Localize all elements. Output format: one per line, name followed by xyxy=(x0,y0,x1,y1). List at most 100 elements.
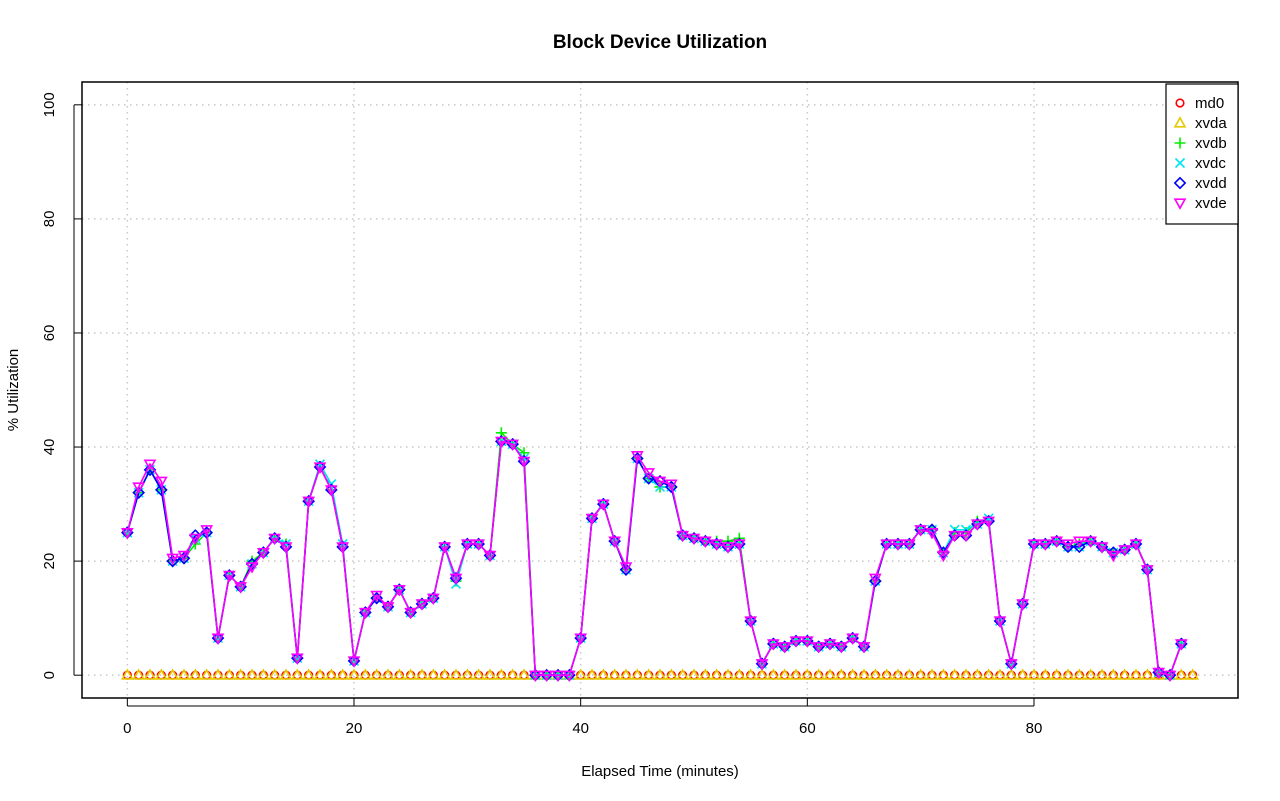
data-point-xvde xyxy=(834,642,848,654)
data-point-xvda xyxy=(642,668,656,680)
plot-frame xyxy=(81,81,1239,699)
data-point-xvde xyxy=(1095,542,1109,554)
data-point-xvde xyxy=(880,539,894,551)
data-point-xvda xyxy=(392,668,406,680)
legend-marker-xvda xyxy=(1173,116,1187,128)
data-point-xvda xyxy=(1061,668,1075,680)
data-point-xvda xyxy=(687,668,701,680)
data-point-xvda xyxy=(608,668,622,680)
data-point-xvde xyxy=(1106,550,1120,563)
data-point-xvda xyxy=(336,668,350,680)
data-point-xvda xyxy=(1050,668,1064,680)
data-point-xvda xyxy=(211,668,225,680)
data-point-xvda xyxy=(177,668,191,680)
data-point-xvda xyxy=(483,668,497,680)
data-point-xvda xyxy=(868,668,882,680)
legend-marker-xvde xyxy=(1173,198,1187,210)
data-point-xvda xyxy=(982,668,996,680)
data-point-xvda xyxy=(970,668,984,680)
data-point-xvda xyxy=(1084,668,1098,680)
data-point-xvda xyxy=(948,668,962,680)
data-point-xvda xyxy=(846,668,860,680)
data-point-xvde xyxy=(245,562,259,574)
data-point-xvde xyxy=(347,656,361,668)
data-point-xvde xyxy=(970,519,984,531)
y-axis-label: % Utilization xyxy=(5,349,22,432)
data-point-xvde xyxy=(528,670,542,683)
data-point-xvda xyxy=(438,668,452,680)
data-point-xvde xyxy=(755,659,769,671)
data-point-xvde xyxy=(1016,599,1030,611)
data-point-xvde xyxy=(358,607,372,620)
data-point-xvdd xyxy=(370,591,383,605)
data-point-xvde xyxy=(902,539,916,551)
data-point-xvda xyxy=(256,668,270,680)
data-point-xvda xyxy=(188,668,202,680)
legend-marker-md0 xyxy=(1175,98,1185,108)
data-point-xvda xyxy=(222,668,236,680)
series-xvdb xyxy=(121,427,1187,681)
data-point-xvda xyxy=(290,668,304,680)
data-point-xvde xyxy=(936,550,950,563)
legend-label-xvde: xvde xyxy=(1195,195,1227,212)
data-point-xvda xyxy=(200,668,214,680)
data-point-xvde xyxy=(1129,539,1143,551)
data-point-xvda xyxy=(154,668,168,680)
data-point-xvda xyxy=(959,668,973,680)
data-point-xvda xyxy=(449,668,463,680)
legend-box xyxy=(1165,83,1239,225)
data-point-xvda xyxy=(415,668,429,680)
series-line-xvde xyxy=(126,440,1183,677)
y-tick-label: 60 xyxy=(41,325,58,342)
data-point-xvda xyxy=(1027,668,1041,680)
data-point-xvde xyxy=(891,539,905,551)
data-point-xvda xyxy=(936,668,950,680)
data-point-xvda xyxy=(596,668,610,680)
data-point-xvde xyxy=(1174,639,1188,651)
data-point-xvda xyxy=(755,668,769,680)
data-point-xvde xyxy=(1140,565,1154,577)
data-point-xvde xyxy=(415,599,429,611)
data-point-xvde xyxy=(268,533,282,546)
data-point-xvde xyxy=(993,616,1007,628)
data-point-xvda xyxy=(619,668,633,680)
data-point-xvde xyxy=(222,570,236,583)
legend: md0 xvda xvdb xvdc xvdd xvde xyxy=(1165,83,1239,225)
legend-label-xvdd: xvdd xyxy=(1195,175,1227,192)
data-point-xvda xyxy=(834,668,848,680)
data-point-xvde xyxy=(823,639,837,651)
data-point-xvde xyxy=(302,496,316,509)
data-point-xvde xyxy=(744,616,758,628)
data-point-xvda xyxy=(664,668,678,680)
data-point-xvdd xyxy=(869,574,882,588)
data-point-xvde xyxy=(710,539,724,551)
data-point-xvda xyxy=(1004,668,1018,680)
data-point-xvda xyxy=(302,668,316,680)
data-point-xvde xyxy=(154,476,168,489)
data-point-xvda xyxy=(472,668,486,680)
data-point-xvde xyxy=(166,553,180,566)
data-point-xvde xyxy=(324,485,338,497)
series-layer xyxy=(120,427,1200,683)
data-point-xvde xyxy=(211,633,225,645)
data-point-xvda xyxy=(1106,668,1120,680)
data-point-xvde xyxy=(506,439,520,452)
data-point-xvda xyxy=(891,668,905,680)
data-point-xvda xyxy=(778,668,792,680)
legend-label-xvda: xvda xyxy=(1195,115,1227,132)
data-point-xvda xyxy=(993,668,1007,680)
x-axis: 0 20 40 60 80 xyxy=(123,698,1042,737)
series-xvda xyxy=(120,668,1200,680)
data-point-xvda xyxy=(902,668,916,680)
data-point-xvde xyxy=(551,670,565,683)
series-xvde xyxy=(120,436,1188,683)
data-point-xvde xyxy=(868,573,882,586)
data-point-xvda xyxy=(1186,668,1200,680)
data-point-xvdd xyxy=(642,472,655,485)
data-point-xvde xyxy=(392,585,406,597)
data-point-xvde xyxy=(143,459,157,471)
data-point-xvdd xyxy=(1061,540,1075,554)
data-point-xvda xyxy=(517,668,531,680)
data-point-xvda xyxy=(630,668,644,680)
x-tick-label: 80 xyxy=(1026,720,1043,737)
